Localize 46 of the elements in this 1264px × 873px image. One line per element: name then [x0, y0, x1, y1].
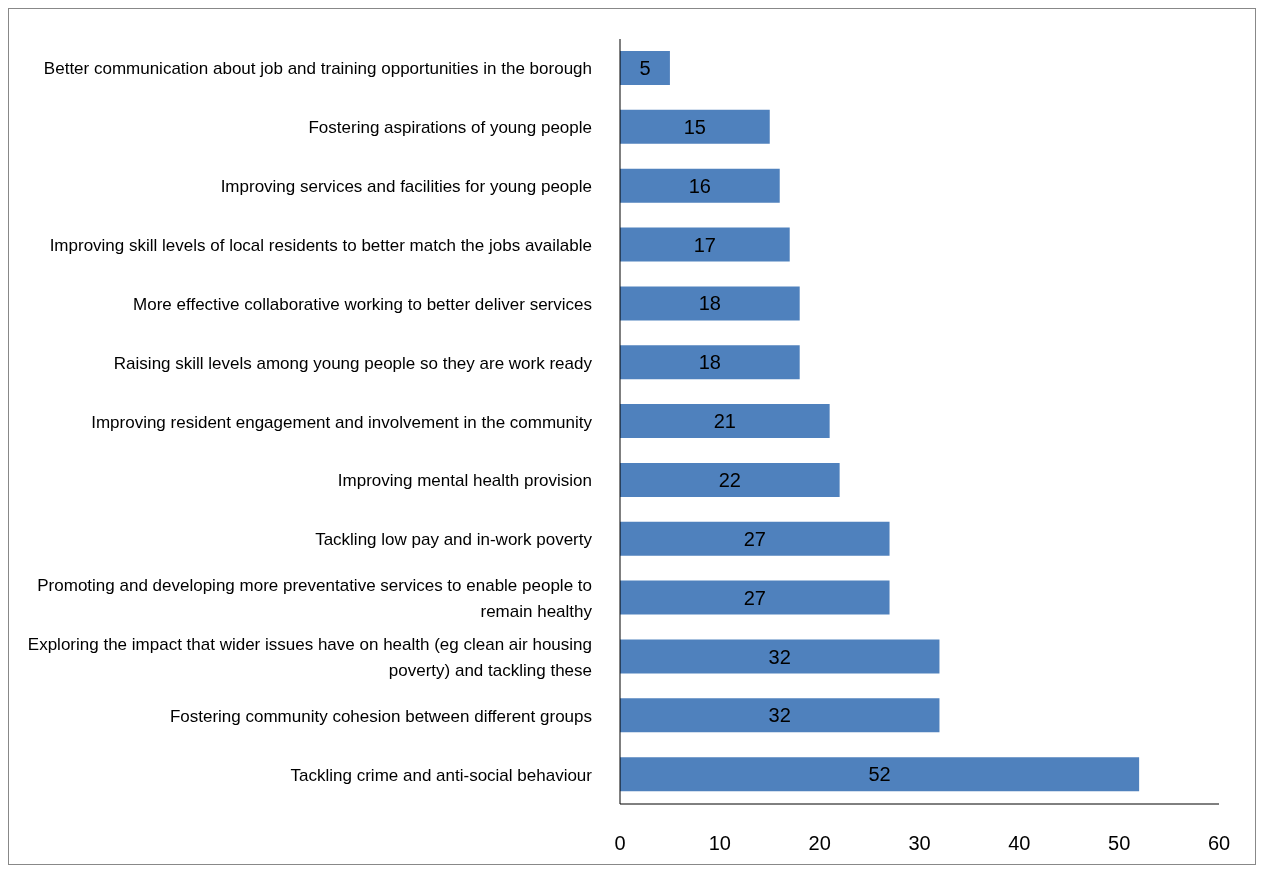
- y-tick-label: Raising skill levels among young people so they are work ready: [113, 353, 593, 373]
- x-tick-label: 50: [1108, 832, 1131, 855]
- bar: [620, 462, 840, 497]
- data-label: 16: [688, 174, 711, 197]
- y-tick-label: More effective collaborative working to better deliver services: [133, 294, 592, 314]
- y-tick-label: Better communication about job and training opportunities in the borough: [43, 58, 592, 78]
- data-label: 18: [698, 351, 721, 374]
- x-tick-label: 40: [1008, 832, 1031, 855]
- bar: [620, 404, 830, 439]
- x-tick-label: 10: [708, 832, 731, 855]
- y-tick-label: Fostering community cohesion between different groups: [169, 706, 592, 726]
- data-label: 52: [868, 763, 891, 786]
- y-tick-label: Fostering aspirations of young people: [308, 117, 592, 137]
- x-tick-label: 0: [614, 832, 626, 855]
- bar: [620, 757, 1140, 792]
- bar: [620, 698, 940, 733]
- bar: [620, 345, 800, 380]
- y-tick-label: Promoting and developing more preventative services to enable people to remain healthy: [37, 575, 593, 621]
- data-label: 22: [718, 469, 741, 492]
- data-label: 32: [768, 704, 791, 727]
- bar: [620, 51, 670, 85]
- bar: [620, 168, 780, 203]
- data-label: 21: [713, 410, 736, 433]
- data-label: 27: [743, 586, 766, 609]
- bar: [620, 639, 940, 674]
- data-label: 27: [743, 527, 766, 550]
- y-tick-label: Improving skill levels of local residents to better match the jobs available: [49, 235, 592, 255]
- y-tick-label: Exploring the impact that wider issues have on health (eg clean air housing poverty) and tackling these: [27, 634, 592, 680]
- data-label: 5: [639, 57, 651, 80]
- bar: [620, 227, 790, 262]
- bar: [620, 521, 890, 556]
- data-label: 15: [683, 115, 706, 138]
- y-tick-label: Improving services and facilities for young people: [220, 176, 592, 196]
- data-label: 17: [693, 233, 716, 256]
- x-tick-label: 30: [908, 832, 931, 855]
- x-tick-label: 60: [1207, 832, 1231, 855]
- y-tick-label: Improving mental health provision: [337, 470, 592, 490]
- bar: [620, 580, 890, 615]
- data-label: 32: [768, 645, 791, 668]
- bar: [620, 286, 800, 321]
- y-tick-label: Improving resident engagement and involvement in the community: [91, 412, 593, 431]
- data-label: 18: [698, 292, 721, 315]
- y-tick-label: Tackling crime and anti-social behaviour: [290, 765, 593, 785]
- bar: [620, 109, 770, 144]
- x-tick-label: 20: [808, 832, 831, 855]
- y-tick-label: Tackling low pay and in-work poverty: [315, 529, 593, 549]
